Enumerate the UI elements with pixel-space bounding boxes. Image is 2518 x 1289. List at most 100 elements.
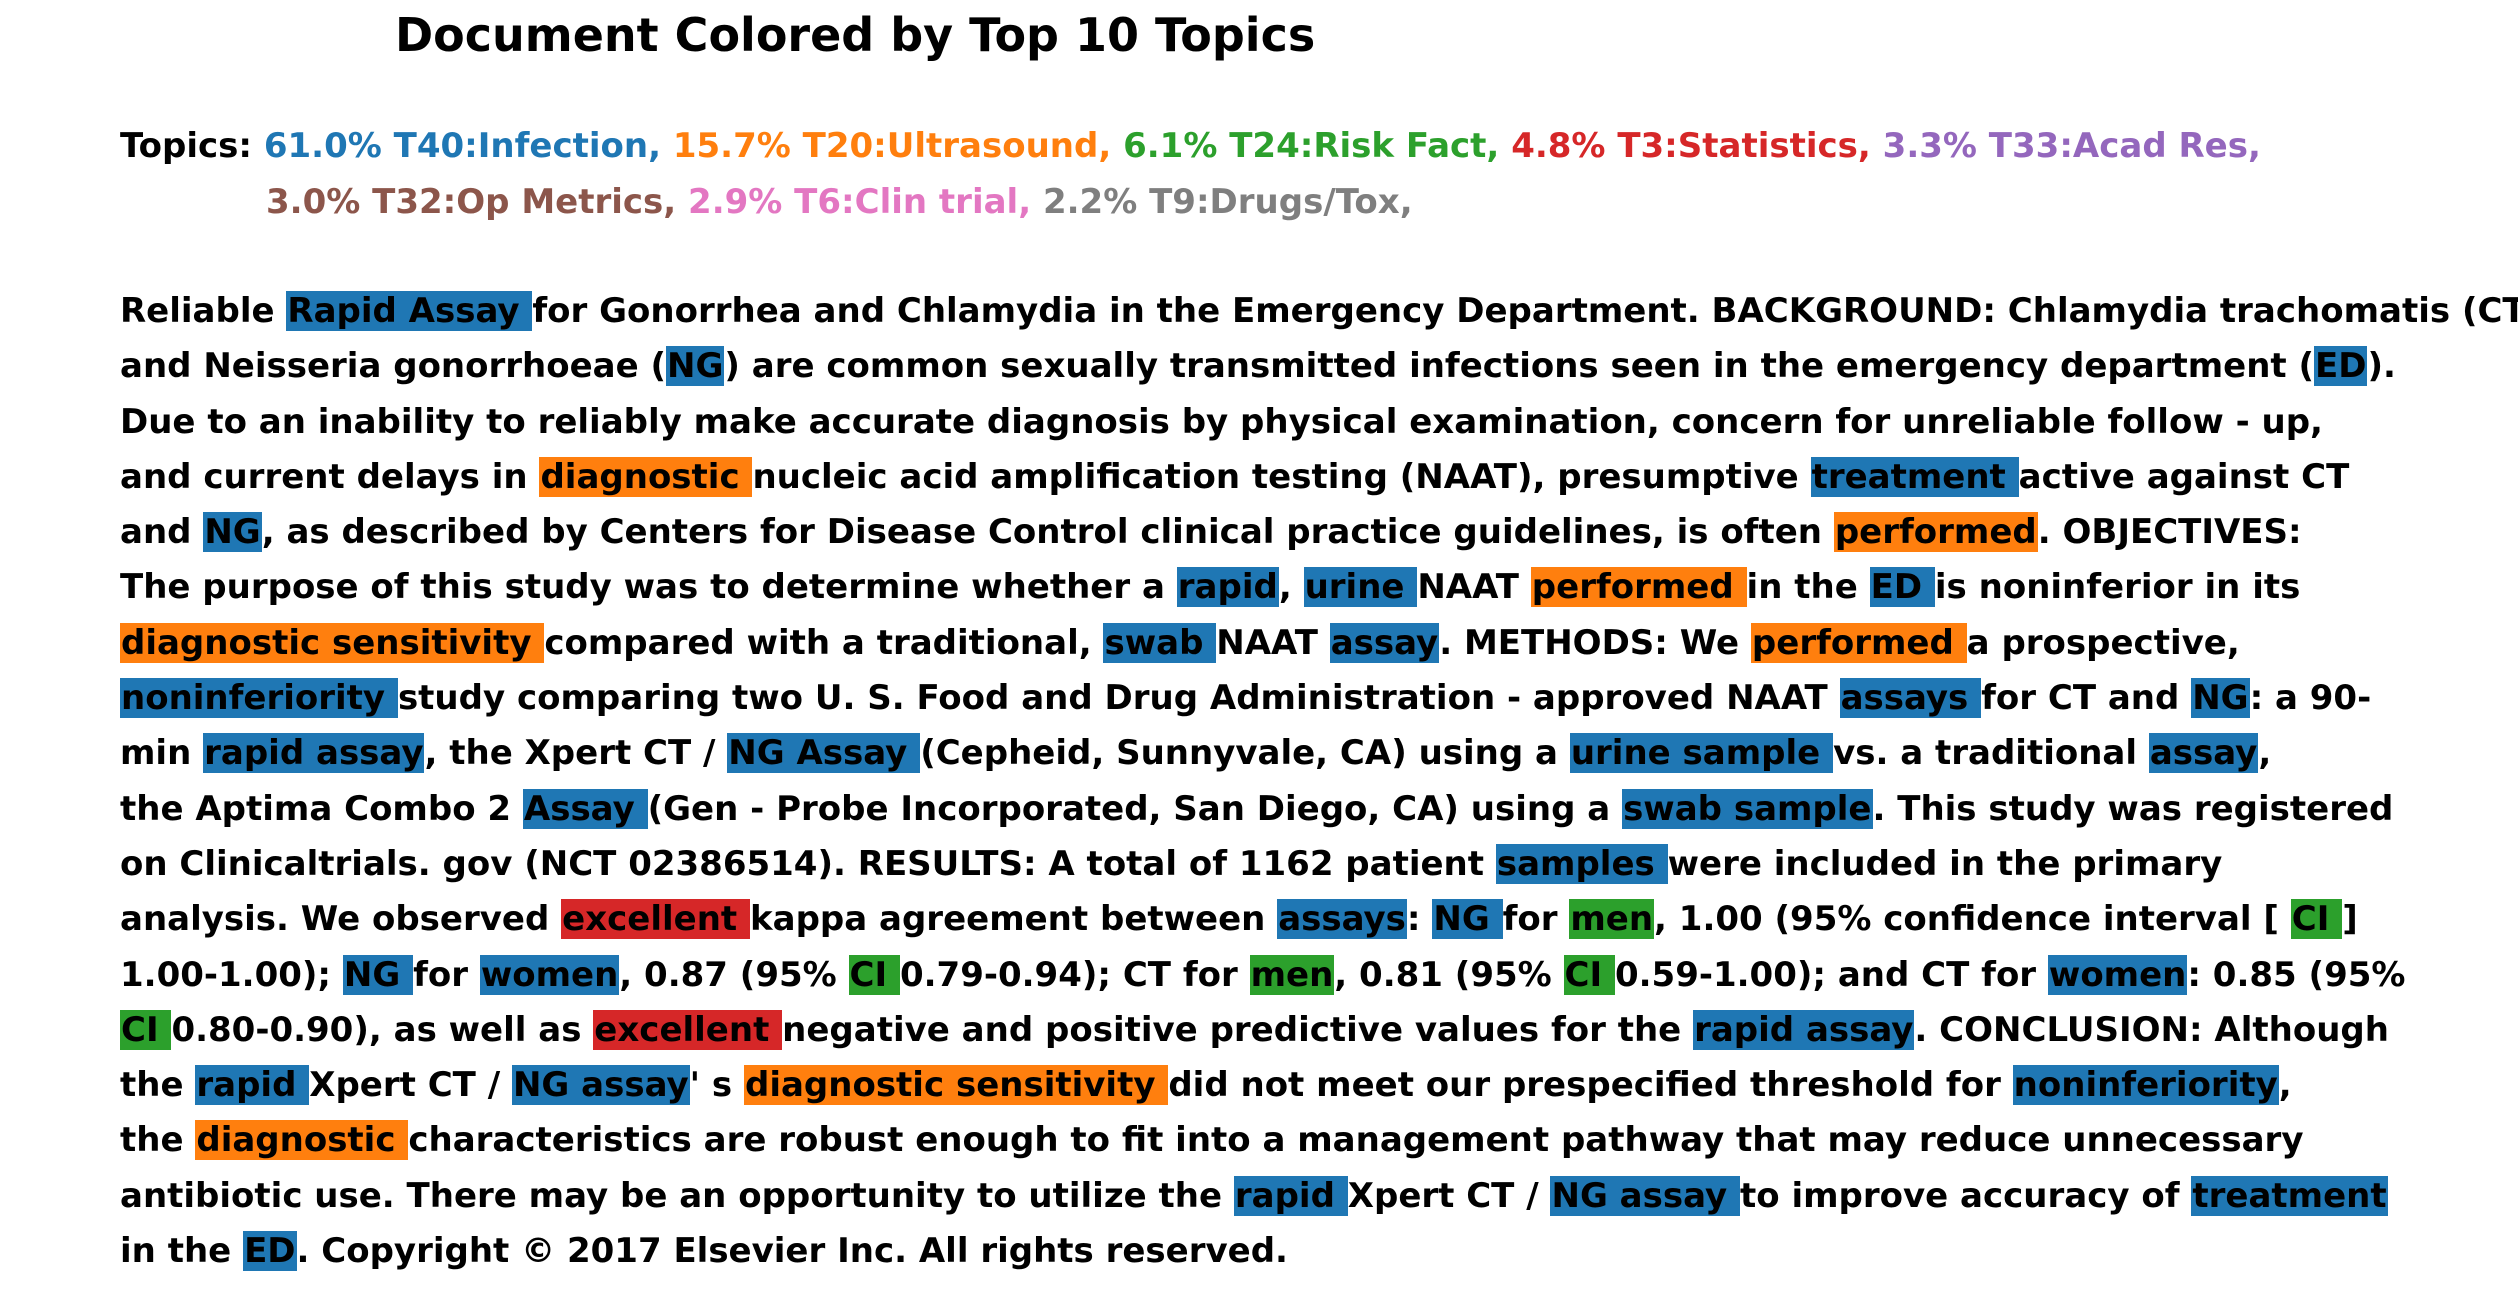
highlighted-term-t24: CI (2290, 899, 2343, 940)
text-segment: ) are common sexually transmitted infect… (724, 346, 2315, 387)
text-segment: on Clinicaltrials. gov (NCT 02386514). R… (120, 843, 1496, 884)
highlighted-term-t40: NG (342, 954, 414, 995)
text-segment: for Gonorrhea and Chlamydia in the Emerg… (532, 291, 2518, 331)
document-line: on Clinicaltrials. gov (NCT 02386514). R… (120, 837, 2510, 892)
highlighted-term-t20: performed (1833, 512, 2038, 553)
text-segment: analysis. We observed (120, 899, 562, 940)
text-segment: for CT and (1981, 678, 2192, 719)
highlighted-term-t40: rapid assay (203, 733, 425, 774)
legend-line: Topics: 61.0% T40:Infection, 15.7% T20:U… (120, 118, 2500, 174)
document-line: the rapid Xpert CT / NG assay' s diagnos… (120, 1058, 2510, 1113)
text-segment: compared with a traditional, (544, 622, 1104, 663)
document-line: diagnostic sensitivity compared with a t… (120, 616, 2510, 671)
text-segment: (Cepheid, Sunnyvale, CA) using a (920, 733, 1570, 774)
text-segment: study comparing two U. S. Food and Drug … (397, 678, 1840, 719)
text-segment: . This study was registered (1872, 788, 2394, 829)
legend-topic: 2.9% T6:Clin trial, (688, 182, 1032, 222)
highlighted-term-t40: rapid (1176, 567, 1279, 608)
legend-line: 3.0% T32:Op Metrics, 2.9% T6:Clin trial,… (120, 174, 2500, 230)
text-segment: : (1406, 899, 1433, 940)
text-segment: 0.59-1.00); and CT for (1614, 954, 2048, 995)
text-segment: and current delays in (120, 456, 540, 497)
highlighted-term-t40: rapid (1233, 1175, 1348, 1216)
highlighted-term-t40: NG assay (511, 1065, 690, 1106)
text-segment: is noninferior in its (1934, 567, 2301, 608)
document-line: the Aptima Combo 2 Assay (Gen - Probe In… (120, 782, 2510, 837)
document-line: and current delays in diagnostic nucleic… (120, 450, 2510, 505)
highlighted-term-t40: urine sample (1569, 733, 1834, 774)
text-segment: ' s (689, 1065, 744, 1106)
document-line: Due to an inability to reliably make acc… (120, 395, 2510, 450)
text-segment: min (120, 733, 204, 774)
text-segment: ] (2342, 899, 2358, 940)
highlighted-term-t40: assay (1329, 622, 1440, 663)
highlighted-term-t40: assays (1277, 899, 1407, 940)
text-segment: for (413, 954, 480, 995)
highlighted-term-t40: ED (243, 1231, 297, 1272)
document-line: 1.00-1.00); NG for women, 0.87 (95% CI 0… (120, 948, 2510, 1003)
highlighted-term-t40: urine (1303, 567, 1418, 608)
text-segment: Reliable (120, 291, 287, 331)
text-segment: negative and positive predictive values … (782, 1009, 1694, 1050)
highlighted-term-t24: men (1249, 954, 1335, 995)
text-segment: : a 90- (2249, 678, 2372, 719)
document-line: analysis. We observed excellent kappa ag… (120, 892, 2510, 947)
text-segment: NAAT (1417, 567, 1531, 608)
text-segment: 1.00-1.00); (120, 954, 343, 995)
document-line: and NG, as described by Centers for Dise… (120, 505, 2510, 560)
legend-topic: 3.3% T33:Acad Res, (1882, 126, 2261, 166)
text-segment: (Gen - Probe Incorporated, San Diego, CA… (647, 788, 1623, 829)
text-segment: active against CT (2018, 456, 2350, 497)
legend-topic: 15.7% T20:Ultrasound, (672, 126, 1112, 166)
document-line: The purpose of this study was to determi… (120, 560, 2510, 615)
legend-label: Topics: (120, 126, 264, 166)
text-segment: nucleic acid amplification testing (NAAT… (752, 456, 1811, 497)
highlighted-term-t40: ED (2314, 346, 2368, 387)
text-segment: 0.79-0.94); CT for (899, 954, 1250, 995)
legend-topic: 61.0% T40:Infection, (263, 126, 662, 166)
document-line: noninferiority study comparing two U. S.… (120, 671, 2510, 726)
highlighted-term-t40: rapid (195, 1065, 310, 1106)
text-segment: : 0.85 (95% (2187, 954, 2406, 995)
highlighted-term-t40: women (479, 954, 620, 995)
text-segment: in the (120, 1231, 244, 1272)
highlighted-term-t40: treatment (1810, 456, 2019, 497)
highlighted-term-t40: assay (2148, 733, 2259, 774)
text-segment: . METHODS: We (1439, 622, 1751, 663)
text-segment: for (1502, 899, 1570, 940)
highlighted-term-t40: noninferiority (120, 678, 398, 719)
highlighted-term-t40: Rapid Assay (286, 291, 533, 331)
text-segment: the Aptima Combo 2 (120, 788, 523, 829)
legend-topic: 4.8% T3:Statistics, (1511, 126, 1871, 166)
text-segment: , as described by Centers for Disease Co… (261, 512, 1834, 553)
document-body: Reliable Rapid Assay for Gonorrhea and C… (120, 284, 2518, 1279)
text-segment: antibiotic use. There may be an opportun… (120, 1175, 1234, 1216)
text-segment: Xpert CT / (309, 1065, 512, 1106)
highlighted-term-t40: NG assay (1550, 1175, 1740, 1216)
highlighted-term-t40: women (2047, 954, 2188, 995)
highlighted-term-t40: swab sample (1622, 788, 1873, 829)
text-segment: The purpose of this study was to determi… (120, 567, 1177, 608)
highlighted-term-t20: diagnostic sensitivity (120, 622, 545, 663)
highlighted-term-t3: excellent (593, 1009, 783, 1050)
text-segment: did not meet our prespecified threshold … (1168, 1065, 2013, 1106)
highlighted-term-t40: assays (1839, 678, 1982, 719)
document-line: in the ED. Copyright © 2017 Elsevier Inc… (120, 1224, 2510, 1279)
highlighted-term-t40: rapid assay (1693, 1009, 1915, 1050)
text-segment: the (120, 1065, 196, 1106)
highlighted-term-t20: diagnostic (539, 456, 753, 497)
topics-legend: Topics: 61.0% T40:Infection, 15.7% T20:U… (120, 118, 2500, 230)
document-line: the diagnostic characteristics are robus… (120, 1113, 2510, 1168)
highlighted-term-t40: NG (203, 512, 262, 553)
text-segment: , (2258, 733, 2272, 774)
document-line: CI 0.80-0.90), as well as excellent nega… (120, 1003, 2510, 1058)
highlighted-term-t40: ED (1869, 567, 1935, 608)
text-segment: kappa agreement between (750, 899, 1278, 940)
text-segment: , (1278, 567, 1304, 608)
text-segment: , 0.87 (95% (619, 954, 849, 995)
text-segment: and Neisseria gonorrhoeae ( (120, 346, 667, 387)
text-segment: . Copyright © 2017 Elsevier Inc. All rig… (296, 1231, 1288, 1272)
highlighted-term-t40: NG (2191, 678, 2250, 719)
highlighted-term-t24: CI (1563, 954, 1615, 995)
highlighted-term-t24: men (1569, 899, 1655, 940)
